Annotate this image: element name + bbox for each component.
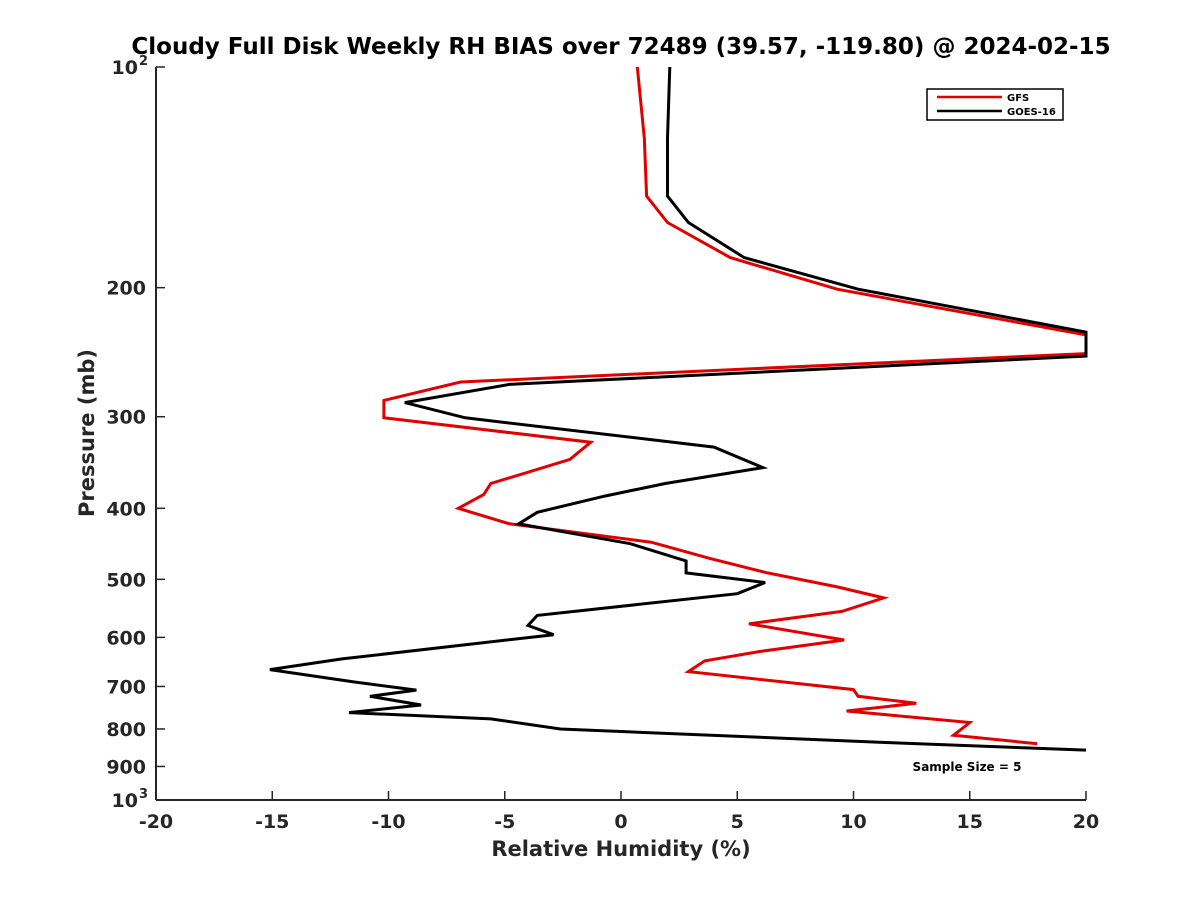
legend-label-gfs: GFS	[1007, 93, 1029, 104]
legend-label-goes16: GOES-16	[1007, 107, 1056, 118]
y-tick-label: 400	[106, 498, 146, 520]
x-axis-label: Relative Humidity (%)	[491, 837, 750, 861]
y-axis-label: Pressure (mb)	[75, 349, 99, 517]
y-tick-label: 800	[106, 719, 146, 741]
x-ticks: -20 -15 -10 -5 0 5 10 15 20	[139, 791, 1099, 833]
x-tick-label: -5	[494, 811, 515, 833]
legend-box	[926, 88, 1064, 121]
x-tick-label: 0	[614, 811, 627, 833]
y-tick-label: 900	[106, 756, 146, 778]
y-tick-exponent: 2	[139, 54, 148, 69]
plot-area	[269, 66, 1088, 752]
sample-size-annotation: Sample Size = 5	[913, 760, 1022, 774]
y-tick-label: 10	[112, 790, 138, 812]
chart-title: Cloudy Full Disk Weekly RH BIAS over 724…	[131, 34, 1110, 60]
x-tick-label: 10	[840, 811, 866, 833]
y-tick-label: 500	[106, 569, 146, 591]
legend: GFS GOES-16	[926, 88, 1064, 121]
y-tick-exponent: 3	[139, 787, 148, 802]
axes	[155, 67, 1086, 801]
y-tick-label: 10	[112, 57, 138, 79]
x-tick-label: 20	[1073, 811, 1099, 833]
x-tick-label: -20	[139, 811, 173, 833]
x-tick-label: -10	[371, 811, 405, 833]
y-tick-label: 600	[106, 627, 146, 649]
series-line-gfs	[382, 66, 1088, 746]
series-line-goes-16	[269, 66, 1088, 752]
x-tick-label: 15	[957, 811, 983, 833]
x-tick-label: -15	[255, 811, 289, 833]
y-tick-label: 300	[106, 407, 146, 429]
y-tick-label: 200	[106, 278, 146, 300]
x-tick-label: 5	[731, 811, 744, 833]
y-tick-label: 700	[106, 676, 146, 698]
